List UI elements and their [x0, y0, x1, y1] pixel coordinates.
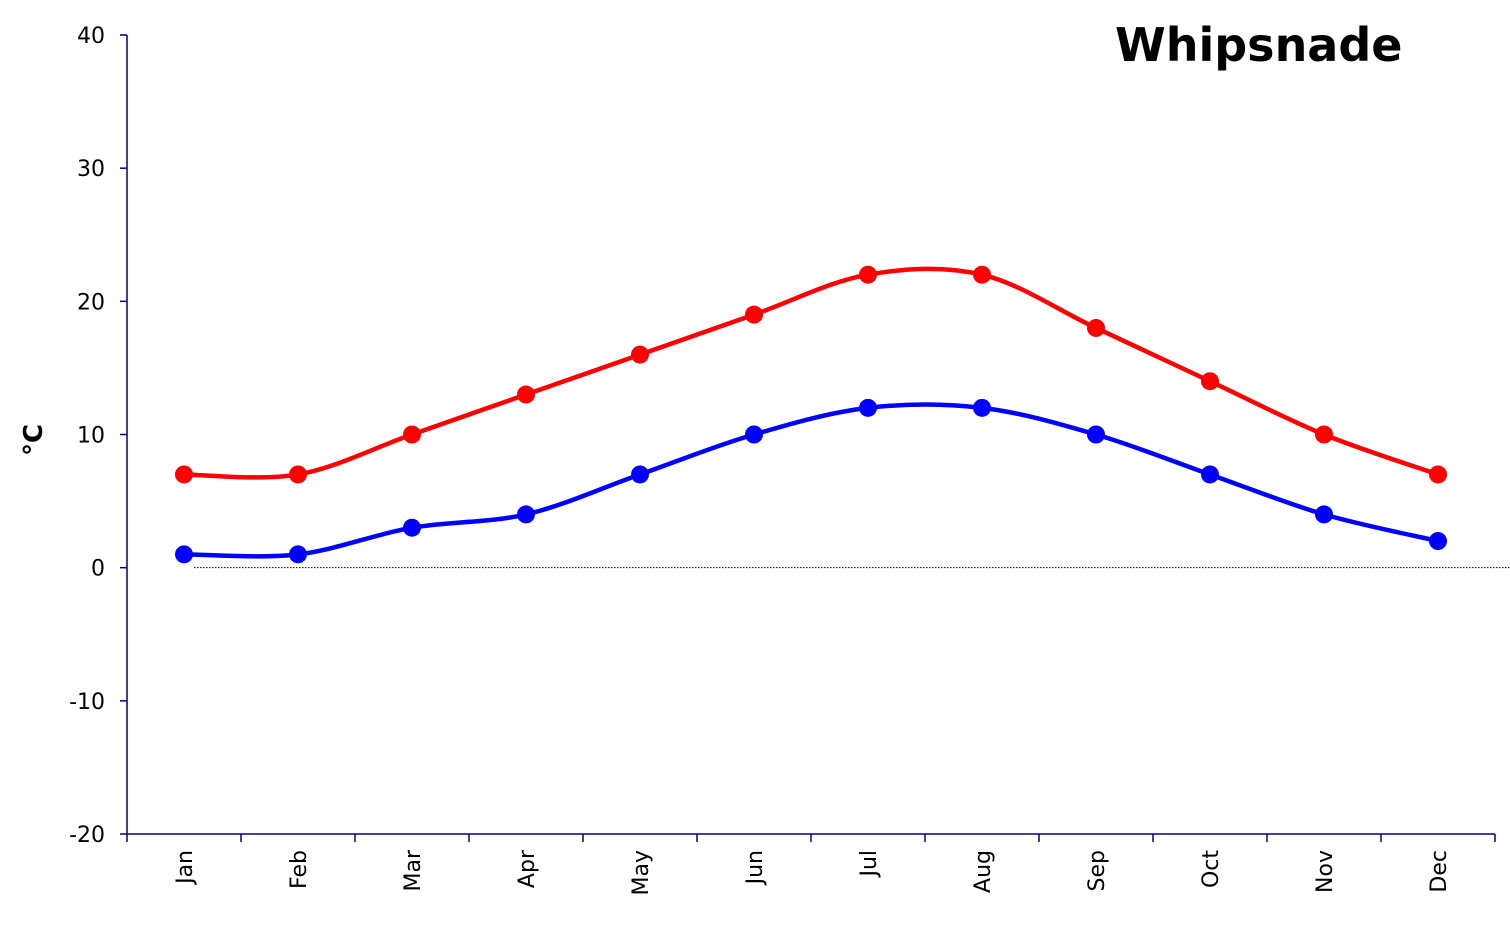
data-point-1-jun [745, 425, 763, 444]
chart-title: Whipsnade [1115, 18, 1403, 72]
data-point-0-may [631, 345, 649, 364]
y-tick-label: 40 [77, 24, 105, 49]
data-point-1-mar [403, 518, 421, 537]
data-point-0-jan [175, 465, 193, 484]
y-tick-label: -20 [69, 823, 105, 848]
data-point-0-jul [859, 265, 877, 284]
data-point-1-feb [289, 545, 307, 564]
data-point-1-jan [175, 545, 193, 564]
x-tick-label: Aug [971, 850, 996, 893]
x-tick-label: Nov [1313, 850, 1338, 893]
data-point-1-dec [1429, 532, 1447, 551]
x-tick-label: Jun [743, 850, 768, 886]
x-tick-label: Jul [857, 850, 882, 879]
data-point-0-dec [1429, 465, 1447, 484]
x-tick-label: Mar [401, 849, 426, 891]
x-tick-label: Dec [1427, 850, 1452, 893]
data-point-0-mar [403, 425, 421, 444]
data-point-1-may [631, 465, 649, 484]
y-tick-label: 10 [77, 424, 105, 449]
x-tick-label: Sep [1085, 850, 1110, 891]
data-point-0-apr [517, 385, 535, 404]
y-tick-label: 20 [77, 290, 105, 315]
x-tick-label: Feb [287, 850, 312, 889]
data-point-0-feb [289, 465, 307, 484]
data-point-1-jul [859, 398, 877, 417]
x-tick-label: Oct [1199, 850, 1224, 888]
data-point-1-aug [973, 398, 991, 417]
y-tick-label: -10 [69, 690, 105, 715]
y-tick-label: 0 [91, 557, 105, 582]
series-line-1 [183, 402, 1439, 559]
x-tick-label: Jan [173, 850, 198, 886]
data-point-0-sep [1087, 318, 1105, 337]
data-point-1-sep [1087, 425, 1105, 444]
x-tick-label: Apr [515, 849, 540, 888]
x-tick-label: May [629, 850, 654, 895]
data-point-0-nov [1315, 425, 1333, 444]
data-point-0-jun [745, 305, 763, 324]
y-axis-label: °C [19, 423, 49, 457]
data-point-1-apr [517, 505, 535, 524]
data-point-1-oct [1201, 465, 1219, 484]
y-tick-label: 30 [77, 157, 105, 182]
data-point-0-oct [1201, 372, 1219, 391]
data-point-1-nov [1315, 505, 1333, 524]
series-line-0 [183, 266, 1439, 480]
data-point-0-aug [973, 265, 991, 284]
